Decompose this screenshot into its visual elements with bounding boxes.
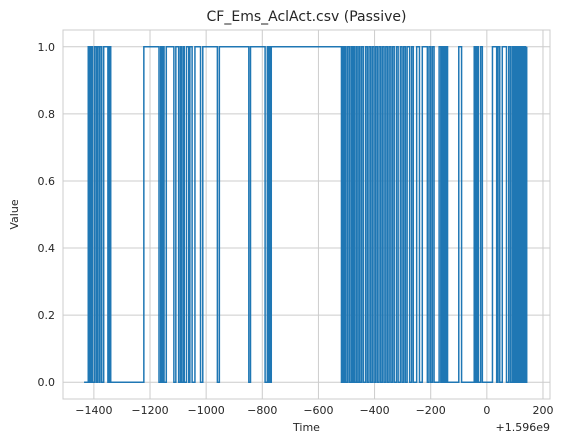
y-tick-label: 0.0 (38, 376, 56, 389)
plot-area-frame (62, 29, 551, 400)
y-axis-label: Value (8, 199, 21, 229)
y-tick-label: 1.0 (38, 41, 56, 54)
x-tick-label: −1400 (75, 404, 112, 417)
x-tick-labels: −1400 −1200 −1000 −800 −600 −400 −200 0 200 (75, 404, 553, 417)
x-tick-label: 0 (483, 404, 490, 417)
chart-title: CF_Ems_AclAct.csv (Passive) (207, 9, 407, 25)
x-tick-label: −1000 (188, 404, 225, 417)
x-tick-label: −600 (303, 404, 333, 417)
x-axis-offset-label: +1.596e9 (496, 421, 550, 434)
y-tick-label: 0.4 (38, 242, 56, 255)
x-tick-label: −800 (247, 404, 277, 417)
y-tick-labels: 0.0 0.2 0.4 0.6 0.8 1.0 (38, 41, 56, 389)
x-tick-label: 200 (532, 404, 553, 417)
x-tick-label: −200 (416, 404, 446, 417)
y-tick-label: 0.2 (38, 309, 56, 322)
x-tick-label: −1200 (131, 404, 168, 417)
series-line (84, 46, 528, 383)
series-layer (84, 46, 528, 383)
y-tick-label: 0.6 (38, 175, 56, 188)
x-axis-label: Time (292, 421, 320, 434)
y-tick-label: 0.8 (38, 108, 56, 121)
x-tick-label: −400 (359, 404, 389, 417)
